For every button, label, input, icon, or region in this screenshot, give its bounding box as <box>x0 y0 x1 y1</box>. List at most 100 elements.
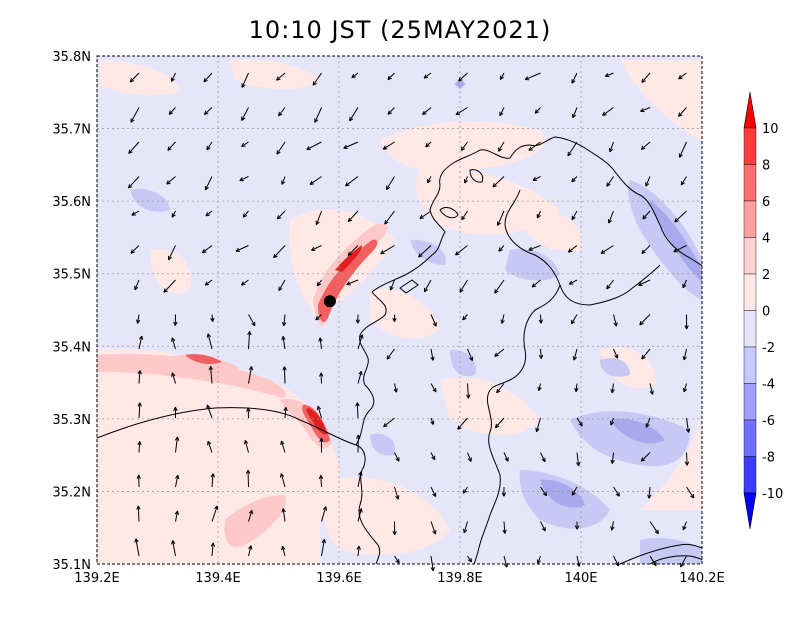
wind-arrow <box>248 314 256 327</box>
positive-peak-areas <box>306 245 362 435</box>
wind-arrow <box>678 107 687 117</box>
wind-arrow <box>467 555 472 563</box>
wind-arrow <box>640 141 651 150</box>
wind-arrow <box>458 72 468 82</box>
wind-arrow <box>466 383 471 399</box>
wind-arrow <box>319 372 324 384</box>
wind-arrow <box>241 141 249 148</box>
wind-arrow <box>316 279 322 287</box>
wind-arrow <box>492 176 505 188</box>
wind-arrow <box>501 486 507 497</box>
wind-arrow <box>678 72 687 80</box>
wind-arrow <box>130 245 140 254</box>
wind-arrow <box>460 141 468 151</box>
wind-arrow <box>386 348 395 360</box>
wind-arrow <box>462 314 468 321</box>
wind-arrow <box>641 72 651 83</box>
wind-arrow <box>423 72 432 79</box>
wind-arrow <box>278 279 286 292</box>
wind-arrow <box>311 245 322 251</box>
map-title: 10:10 JST (25MAY2021) <box>248 16 552 44</box>
wind-arrow <box>639 314 651 326</box>
wind-arrow <box>426 176 432 184</box>
wind-arrow <box>173 407 178 419</box>
wind-arrow <box>201 245 213 254</box>
wind-arrow <box>430 348 435 361</box>
wind-arrow <box>163 279 176 293</box>
wind-arrow <box>430 452 436 461</box>
wind-arrow <box>246 407 251 419</box>
wind-arrow <box>210 473 215 488</box>
wind-arrow <box>345 176 359 187</box>
wind-arrow <box>457 417 468 430</box>
wind-arrow <box>528 245 541 251</box>
wind-arrow <box>524 72 541 81</box>
wind-arrow <box>175 474 180 488</box>
wind-arrow <box>204 176 213 191</box>
colorbar-segment <box>743 127 757 165</box>
wind-arrow <box>455 245 468 256</box>
wind-arrow <box>642 210 651 220</box>
wind-arrow <box>248 545 253 557</box>
wind-arrow <box>467 348 474 362</box>
wind-arrow <box>570 314 578 325</box>
wind-arrow <box>531 279 541 288</box>
wind-arrow <box>384 210 395 225</box>
wind-arrow <box>283 406 288 419</box>
colorbar-label: 6 <box>762 195 770 210</box>
wind-arrow <box>462 486 468 494</box>
wind-arrow <box>576 452 581 467</box>
wind-arrow <box>645 417 651 428</box>
wind-arrow <box>346 279 359 286</box>
colorbar-label: -2 <box>762 341 775 356</box>
wind-arrow <box>276 141 286 155</box>
y-tick-label: 35.5N <box>52 268 91 283</box>
x-tick-label: 140E <box>564 571 597 586</box>
colorbar: 10 8 6 4 2 0 -2 -4 -6 -8 -10 <box>743 91 783 530</box>
wind-arrow <box>682 348 687 361</box>
wind-arrow <box>686 486 695 499</box>
wind-arrow <box>641 348 651 360</box>
wind-arrow <box>536 555 541 564</box>
wind-arrow <box>167 245 176 261</box>
wind-arrow <box>137 402 142 419</box>
wind-arrow <box>380 245 395 255</box>
colorbar-segment <box>743 200 757 238</box>
wind-arrow <box>502 521 507 534</box>
wind-arrow <box>682 383 688 393</box>
colorbar-label: 10 <box>762 122 779 137</box>
wind-arrow <box>319 438 324 453</box>
colorbar-segment <box>743 164 757 202</box>
wind-arrow <box>571 72 578 84</box>
wind-arrow <box>638 279 651 286</box>
wind-arrow <box>608 141 614 153</box>
wind-arrow <box>318 474 324 488</box>
wind-arrow <box>537 383 542 392</box>
wind-arrow <box>316 405 322 419</box>
wind-arrow <box>419 210 432 220</box>
wind-arrow <box>536 210 541 219</box>
wind-arrow <box>467 452 472 462</box>
wind-arrow <box>393 383 398 393</box>
wind-arrow <box>610 521 615 531</box>
wind-arrow <box>430 417 435 425</box>
colorbar-bottom-arrow <box>743 492 757 530</box>
wind-arrow <box>347 245 359 256</box>
wind-arrow <box>430 486 437 497</box>
wind-arrow <box>382 141 395 150</box>
wind-arrow <box>499 72 505 80</box>
wind-arrow <box>278 107 286 117</box>
wind-arrow <box>315 210 322 226</box>
wind-arrow <box>430 383 437 393</box>
wind-arrow <box>203 107 213 115</box>
wind-arrow <box>168 107 176 115</box>
wind-arrow <box>343 141 359 149</box>
wind-arrow <box>389 279 395 291</box>
wind-arrow <box>538 314 544 324</box>
wind-arrow <box>576 417 583 427</box>
wind-arrow <box>357 471 363 488</box>
wind-arrow <box>571 176 578 183</box>
wind-arrow <box>276 210 286 220</box>
wind-arrow <box>499 107 505 117</box>
